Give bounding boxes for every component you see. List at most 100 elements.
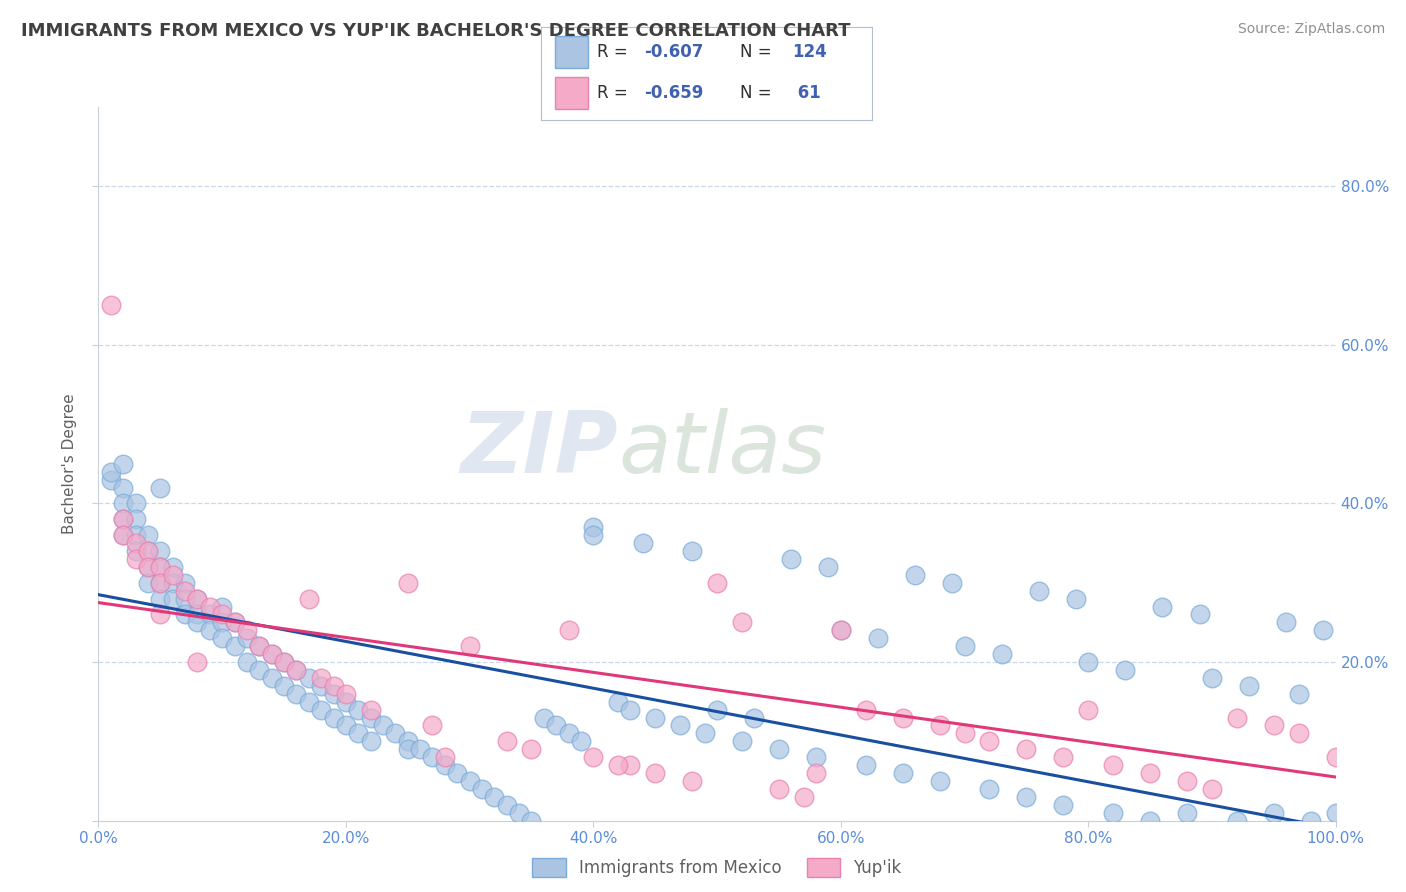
Point bbox=[360, 703, 382, 717]
Point bbox=[928, 718, 950, 732]
Point bbox=[1028, 583, 1050, 598]
Point bbox=[471, 781, 494, 796]
Point bbox=[1324, 805, 1347, 820]
Point bbox=[855, 703, 877, 717]
Point bbox=[136, 560, 159, 574]
Point bbox=[211, 599, 233, 614]
Point bbox=[804, 766, 827, 780]
Point bbox=[186, 607, 208, 622]
Point bbox=[1102, 758, 1125, 772]
Point bbox=[260, 647, 283, 661]
Y-axis label: Bachelor's Degree: Bachelor's Degree bbox=[62, 393, 77, 534]
Point bbox=[780, 552, 803, 566]
Point bbox=[928, 774, 950, 789]
Point bbox=[681, 544, 703, 558]
Point bbox=[644, 710, 666, 724]
Point bbox=[484, 789, 506, 804]
Point bbox=[186, 591, 208, 606]
Point bbox=[285, 663, 308, 677]
Point bbox=[1201, 671, 1223, 685]
Point bbox=[953, 726, 976, 740]
Point bbox=[335, 718, 357, 732]
Point bbox=[285, 687, 308, 701]
Point bbox=[384, 726, 406, 740]
Point bbox=[211, 615, 233, 630]
Text: ZIP: ZIP bbox=[460, 408, 619, 491]
Point bbox=[1139, 814, 1161, 828]
Point bbox=[273, 655, 295, 669]
Point bbox=[136, 544, 159, 558]
Point bbox=[174, 591, 197, 606]
Point bbox=[236, 632, 259, 646]
Point bbox=[211, 607, 233, 622]
Point bbox=[112, 528, 135, 542]
Point bbox=[322, 710, 344, 724]
Point bbox=[124, 528, 146, 542]
Point bbox=[322, 679, 344, 693]
Point bbox=[1175, 805, 1198, 820]
Text: -0.659: -0.659 bbox=[644, 84, 703, 103]
Point bbox=[866, 632, 889, 646]
Point bbox=[112, 457, 135, 471]
Point bbox=[224, 615, 246, 630]
Point bbox=[990, 647, 1012, 661]
Point bbox=[681, 774, 703, 789]
Point bbox=[495, 734, 517, 748]
Point bbox=[136, 575, 159, 590]
Point bbox=[100, 465, 122, 479]
Point bbox=[260, 647, 283, 661]
Point bbox=[830, 624, 852, 638]
Point bbox=[546, 718, 568, 732]
Point bbox=[768, 742, 790, 756]
Point bbox=[396, 734, 419, 748]
Point bbox=[607, 695, 630, 709]
Point bbox=[309, 703, 332, 717]
Point bbox=[136, 544, 159, 558]
Text: N =: N = bbox=[740, 43, 776, 61]
Point bbox=[557, 726, 579, 740]
Point bbox=[1288, 687, 1310, 701]
Point bbox=[422, 718, 444, 732]
Point bbox=[247, 663, 270, 677]
Point bbox=[1052, 797, 1074, 812]
Point bbox=[533, 710, 555, 724]
Point bbox=[124, 496, 146, 510]
Point bbox=[569, 734, 592, 748]
Point bbox=[1077, 655, 1099, 669]
Point bbox=[768, 781, 790, 796]
Point bbox=[582, 528, 605, 542]
Point bbox=[804, 750, 827, 764]
Legend: Immigrants from Mexico, Yup'ik: Immigrants from Mexico, Yup'ik bbox=[526, 851, 908, 884]
Point bbox=[1152, 599, 1174, 614]
Text: IMMIGRANTS FROM MEXICO VS YUP'IK BACHELOR'S DEGREE CORRELATION CHART: IMMIGRANTS FROM MEXICO VS YUP'IK BACHELO… bbox=[21, 22, 851, 40]
Point bbox=[347, 703, 370, 717]
Point bbox=[830, 624, 852, 638]
Text: 124: 124 bbox=[793, 43, 827, 61]
Point bbox=[607, 758, 630, 772]
Point bbox=[174, 607, 197, 622]
Point bbox=[236, 624, 259, 638]
Point bbox=[309, 671, 332, 685]
Point bbox=[198, 599, 221, 614]
Point bbox=[891, 710, 914, 724]
Point bbox=[1064, 591, 1087, 606]
Point bbox=[1324, 750, 1347, 764]
Point bbox=[433, 758, 456, 772]
Point bbox=[631, 536, 654, 550]
Point bbox=[149, 560, 172, 574]
Point bbox=[335, 695, 357, 709]
Point bbox=[298, 671, 321, 685]
Text: atlas: atlas bbox=[619, 408, 827, 491]
Point bbox=[458, 774, 481, 789]
Point bbox=[112, 512, 135, 526]
Point bbox=[396, 575, 419, 590]
Point bbox=[1237, 679, 1260, 693]
Point bbox=[1226, 710, 1249, 724]
Point bbox=[1015, 742, 1038, 756]
Point bbox=[149, 591, 172, 606]
Point bbox=[941, 575, 963, 590]
Point bbox=[149, 481, 172, 495]
Point bbox=[495, 797, 517, 812]
Point bbox=[124, 552, 146, 566]
Point bbox=[409, 742, 432, 756]
